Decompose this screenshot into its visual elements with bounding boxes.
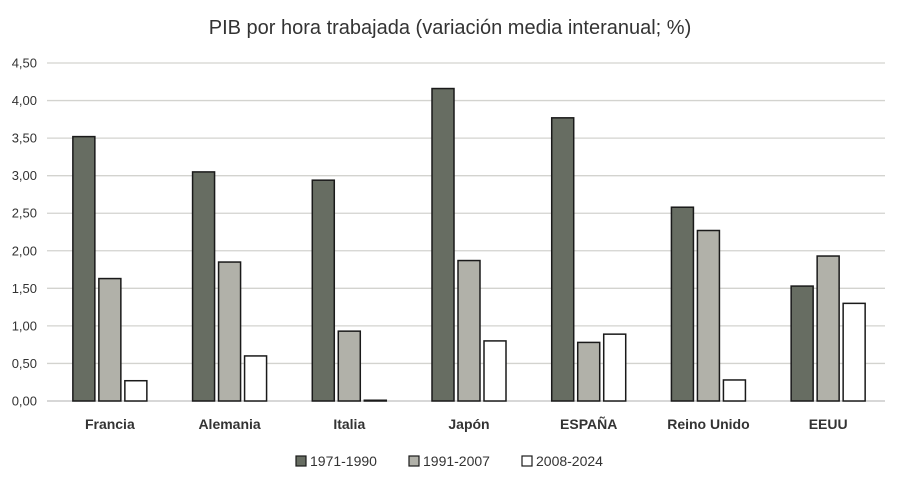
bar-españa-1971-1990	[550, 117, 575, 402]
bar-italia-2008-2024	[363, 399, 388, 402]
bar-japón-1991-2007	[457, 259, 481, 402]
legend-label: 1991-2007	[423, 453, 490, 469]
bar-reino-unido-1971-1990	[670, 206, 695, 402]
bar-francia-1991-2007	[98, 277, 122, 402]
x-tick-label: Japón	[448, 416, 489, 432]
x-tick-label: EEUU	[809, 416, 848, 432]
legend-label: 2008-2024	[536, 453, 603, 469]
bar-francia-2008-2024	[124, 379, 148, 402]
x-tick-label: Reino Unido	[667, 416, 749, 432]
bar-españa-2008-2024	[602, 333, 627, 402]
bar-alemania-1971-1990	[191, 171, 216, 402]
bar-españa-1991-2007	[576, 341, 601, 402]
bar-eeuu-2008-2024	[842, 302, 866, 402]
y-tick-label: 3,50	[12, 131, 37, 146]
bar-eeuu-1971-1990	[790, 285, 814, 402]
y-tick-label: 4,50	[12, 56, 37, 71]
legend-swatch	[295, 455, 307, 467]
bar-eeuu-1991-2007	[816, 255, 840, 402]
legend-swatch	[408, 455, 420, 467]
chart-title: PIB por hora trabajada (variación media …	[209, 17, 691, 39]
y-tick-label: 3,00	[12, 168, 37, 183]
y-tick-label: 1,00	[12, 318, 37, 333]
y-tick-label: 2,50	[12, 206, 37, 221]
bar-reino-unido-2008-2024	[722, 379, 747, 402]
y-tick-label: 1,50	[12, 281, 37, 296]
bar-reino-unido-1991-2007	[696, 229, 721, 402]
x-tick-label: Italia	[333, 416, 365, 432]
y-tick-label: 4,00	[12, 93, 37, 108]
bar-japón-1971-1990	[431, 87, 455, 402]
bar-alemania-2008-2024	[243, 355, 268, 402]
bar-japón-2008-2024	[483, 340, 507, 402]
x-tick-label: Francia	[85, 416, 135, 432]
y-tick-label: 0,00	[12, 394, 37, 409]
legend-label: 1971-1990	[310, 453, 377, 469]
bar-italia-1991-2007	[337, 330, 362, 402]
bar-alemania-1991-2007	[217, 261, 242, 402]
x-tick-label: ESPAÑA	[560, 415, 617, 432]
y-tick-label: 0,50	[12, 356, 37, 371]
legend-swatch	[521, 455, 533, 467]
bar-italia-1971-1990	[311, 179, 336, 402]
bar-francia-1971-1990	[72, 135, 96, 402]
x-tick-label: Alemania	[198, 416, 260, 432]
y-tick-label: 2,00	[12, 243, 37, 258]
